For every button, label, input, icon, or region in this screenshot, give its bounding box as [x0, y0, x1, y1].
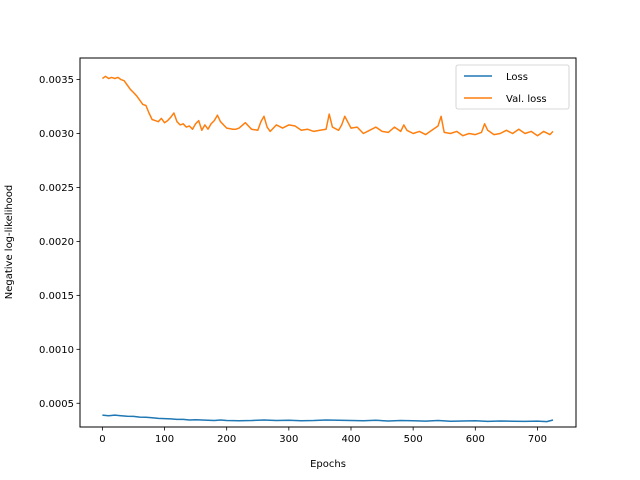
series-line-1: [101, 75, 554, 137]
y-tick-label: 0.0025: [39, 183, 74, 194]
y-tick-label: 0.0010: [39, 345, 74, 356]
y-axis: 0.0005 0.0010 0.0015 0.0020 0.0025 0.0030 0.00…: [39, 75, 80, 410]
x-tick-label: 600: [466, 434, 485, 445]
y-tick-label: 0.0015: [39, 291, 74, 302]
y-tick-label: 0.0020: [39, 237, 74, 248]
y-tick-label: 0.0030: [39, 129, 74, 140]
axes-frame: [79, 57, 577, 428]
x-tick-label: 100: [155, 434, 174, 445]
legend: Loss Val. loss: [455, 64, 570, 110]
axes-background: [80, 58, 576, 427]
series-line-0: [102, 414, 554, 423]
legend-label: Loss: [506, 72, 528, 83]
x-axis-label: Epochs: [310, 459, 346, 470]
x-tick-label: 0: [99, 434, 105, 445]
x-tick-label: 200: [217, 434, 236, 445]
x-tick-label: 400: [341, 434, 360, 445]
y-axis-label: Negative log-likelihood: [4, 185, 15, 300]
x-axis: 0 100 200 300 400 500 600 700: [99, 427, 547, 445]
x-tick-label: 300: [279, 434, 298, 445]
y-tick-label: 0.0035: [39, 75, 74, 86]
y-tick-label: 0.0005: [39, 399, 74, 410]
x-tick-label: 500: [404, 434, 423, 445]
plot-area: [79, 57, 577, 428]
x-tick-label: 700: [528, 434, 547, 445]
legend-label: Val. loss: [506, 94, 547, 105]
series-layer: [101, 75, 554, 423]
